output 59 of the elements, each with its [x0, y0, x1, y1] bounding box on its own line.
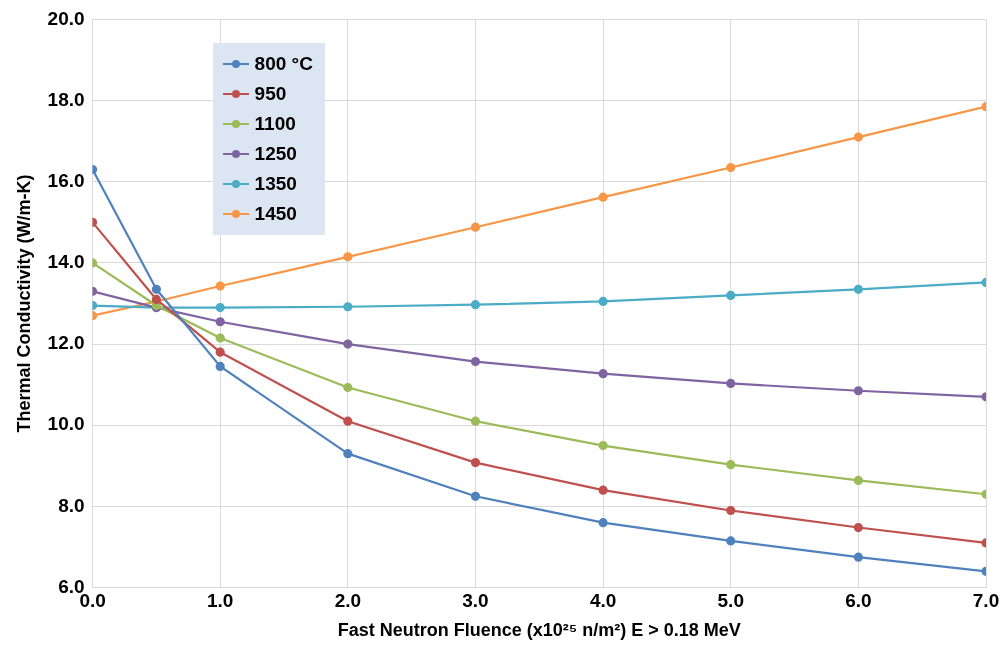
- legend-label: 1350: [254, 173, 297, 196]
- x-tick-label: 6.0: [845, 590, 872, 612]
- y-tick-label: 20.0: [47, 7, 85, 29]
- point: [726, 505, 736, 516]
- y-tick-label: 14.0: [47, 251, 85, 273]
- point: [343, 449, 353, 459]
- point: [598, 440, 608, 451]
- point: [726, 290, 736, 300]
- point: [343, 416, 353, 426]
- point: [598, 296, 608, 307]
- legend-label: 1450: [254, 203, 297, 226]
- point: [470, 300, 481, 310]
- x-tick-label: 7.0: [972, 590, 1000, 612]
- point: [598, 518, 608, 528]
- point: [726, 162, 736, 173]
- point: [470, 356, 481, 367]
- y-tick-label: 18.0: [47, 88, 85, 110]
- legend-label: 1100: [254, 113, 296, 136]
- point: [343, 382, 353, 393]
- point: [853, 475, 863, 486]
- y-axis-title: Thermal Conductivity (W/m-K): [13, 174, 34, 433]
- x-tick-label: 2.0: [334, 590, 362, 612]
- x-axis-title: Fast Neutron Fluence (x10²⁵ n/m²) E > 0.18 MeV: [337, 620, 741, 641]
- point: [215, 302, 225, 313]
- legend-label: 950: [254, 83, 287, 106]
- point: [343, 252, 353, 262]
- point: [598, 485, 608, 495]
- x-tick-label: 5.0: [717, 590, 744, 612]
- point: [343, 302, 353, 312]
- point: [598, 192, 608, 202]
- point: [598, 369, 608, 379]
- point: [343, 339, 353, 349]
- point: [215, 281, 225, 291]
- point: [853, 132, 863, 142]
- point: [215, 347, 225, 357]
- point: [215, 333, 225, 343]
- point: [215, 317, 225, 327]
- y-tick-label: 16.0: [47, 169, 85, 191]
- legend-label: 1250: [254, 143, 297, 166]
- y-tick-label: 12.0: [47, 332, 85, 354]
- point: [726, 378, 736, 389]
- point: [470, 491, 481, 501]
- y-tick-label: 8.0: [58, 494, 85, 516]
- legend-label: 800 °C: [254, 53, 313, 76]
- point: [215, 361, 225, 372]
- x-tick-label: 4.0: [589, 590, 617, 612]
- point: [726, 536, 736, 546]
- point: [470, 222, 481, 232]
- point: [726, 460, 736, 470]
- point: [470, 458, 481, 468]
- point: [853, 522, 863, 533]
- point: [470, 416, 481, 426]
- point: [853, 386, 863, 396]
- y-tick-label: 10.0: [47, 413, 85, 435]
- x-tick-label: 3.0: [462, 590, 489, 612]
- point: [853, 552, 863, 562]
- point: [151, 284, 161, 294]
- x-tick-label: 1.0: [207, 590, 234, 612]
- point: [853, 284, 863, 294]
